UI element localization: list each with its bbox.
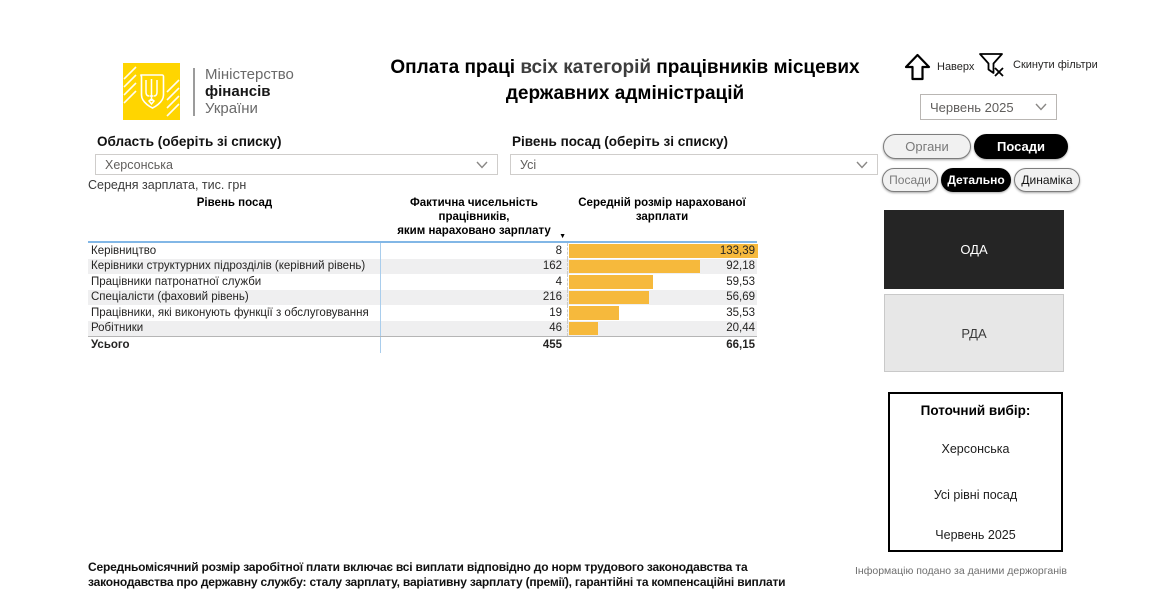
table-total-row: Усього 455 66,15 [88, 336, 757, 353]
row-salary: 92,18 [726, 260, 755, 273]
period-dropdown[interactable]: Червень 2025 [920, 94, 1057, 120]
row-count: 216 [542, 291, 562, 304]
row-salary-cell: 35,53 [567, 305, 757, 321]
region-dropdown[interactable]: Херсонська [95, 154, 498, 175]
table-row[interactable]: Працівники патронатної служби 4 59,53 [88, 274, 757, 290]
row-label: Робітники [88, 320, 381, 336]
row-salary-cell: 59,53 [567, 274, 757, 290]
row-salary-cell: 20,44 [567, 320, 757, 336]
total-label: Усього [88, 337, 381, 353]
page-title: Оплата праці всіх категорій працівників … [360, 55, 890, 107]
row-count: 8 [555, 244, 562, 257]
row-salary-cell: 133,39 [567, 243, 758, 259]
toggle-organy-button[interactable]: Органи [883, 134, 971, 159]
title-part2: всіх категорій [520, 57, 652, 78]
region-value: Херсонська [105, 157, 173, 172]
methodology-note: Середньомісячний розмір заробітної плати… [88, 560, 786, 589]
row-salary: 20,44 [726, 322, 755, 335]
view-toggle-row-2: Посади Детально Динаміка [882, 168, 1080, 192]
chevron-down-icon [476, 161, 488, 169]
brand-divider [193, 67, 195, 116]
row-label: Працівники, які виконують функції з обсл… [88, 305, 381, 321]
row-salary: 35,53 [726, 306, 755, 319]
salary-bar [569, 306, 620, 320]
total-count: 455 [542, 339, 562, 351]
sort-indicator-icon[interactable]: ▼ [559, 233, 566, 240]
view-toggle-row-1: Органи Посади [883, 134, 1068, 159]
toggle-posady-button[interactable]: Посади [974, 134, 1068, 159]
row-salary-cell: 56,69 [567, 289, 757, 305]
salary-bar [569, 275, 654, 289]
level-filter-label: Рівень посад (оберіть зі списку) [512, 134, 728, 149]
brand-line2: фінансів [205, 83, 271, 100]
salary-bar [569, 290, 650, 304]
row-salary: 133,39 [719, 244, 755, 257]
trident-logo-icon [123, 63, 180, 120]
salary-bar [569, 259, 700, 273]
row-salary: 59,53 [726, 275, 755, 288]
current-selection-region: Херсонська [941, 442, 1010, 456]
table-row[interactable]: Робітники 46 20,44 [88, 320, 757, 336]
table-caption: Середня зарплата, тис. грн [88, 178, 247, 192]
current-selection-period: Червень 2025 [935, 528, 1016, 542]
row-count: 19 [549, 306, 562, 319]
level-value: Усі [520, 157, 537, 172]
row-count: 162 [542, 260, 562, 273]
current-selection-title: Поточний вибір: [920, 403, 1031, 418]
brand-text: Міністерство фінансів України [205, 66, 294, 117]
data-source-note: Інформацію подано за даними держорганів [855, 565, 1067, 577]
nav-up-label: Наверх [937, 61, 975, 73]
clear-filter-icon [979, 53, 1004, 77]
column-header-count[interactable]: Фактична чисельність працівників, яким н… [397, 197, 551, 237]
table-row[interactable]: Керівники структурних підрозділів (керів… [88, 258, 757, 274]
total-salary: 66,15 [726, 339, 755, 351]
level-dropdown[interactable]: Усі [510, 154, 878, 175]
brand-line1: Міністерство [205, 66, 294, 83]
table-header: Рівень посад Фактична чисельність праців… [88, 196, 757, 243]
salary-bar [569, 321, 598, 335]
table-row[interactable]: Працівники, які виконують функції з обсл… [88, 305, 757, 321]
column-header-salary[interactable]: Середній розмір нарахованої зарплати [578, 197, 746, 223]
row-salary: 56,69 [726, 291, 755, 304]
chevron-down-icon [856, 161, 868, 169]
nav-up-button[interactable]: Наверх [903, 52, 974, 82]
row-label: Керівництво [88, 243, 381, 259]
rda-button[interactable]: РДА [884, 294, 1064, 372]
toggle-detalno-button[interactable]: Детально [941, 168, 1011, 192]
chevron-down-icon [1035, 103, 1047, 111]
table-row[interactable]: Керівництво 8 133,39 [88, 243, 758, 259]
title-part3: працівників місцевих державних адміністр… [505, 57, 860, 104]
column-header-level[interactable]: Рівень посад [196, 197, 273, 209]
arrow-up-icon [904, 53, 931, 81]
total-salary-cell: 66,15 [567, 337, 757, 353]
reset-filters-button[interactable]: Скинути фільтри [978, 50, 1098, 80]
row-label: Спеціалісти (фаховий рівень) [88, 289, 381, 305]
brand-line3: України [205, 100, 258, 117]
salary-bar [569, 244, 758, 258]
region-filter-label: Область (оберіть зі списку) [97, 134, 282, 149]
row-salary-cell: 92,18 [567, 258, 757, 274]
current-selection-level: Усі рівні посад [933, 488, 1018, 502]
toggle-posady2-button[interactable]: Посади [882, 168, 938, 192]
row-count: 4 [555, 275, 562, 288]
row-label: Працівники патронатної служби [88, 274, 381, 290]
row-count: 46 [549, 322, 562, 335]
current-selection-box: Поточний вибір: Херсонська Усі рівні пос… [888, 392, 1063, 552]
title-part1: Оплата праці [390, 57, 521, 78]
period-value: Червень 2025 [930, 99, 1014, 115]
table-row[interactable]: Спеціалісти (фаховий рівень) 216 56,69 [88, 289, 757, 305]
minfin-logo: Міністерство фінансів України [123, 63, 294, 120]
row-label: Керівники структурних підрозділів (керів… [88, 258, 381, 274]
oda-button[interactable]: ОДА [884, 210, 1064, 289]
reset-filters-label: Скинути фільтри [1013, 58, 1098, 71]
toggle-dynamika-button[interactable]: Динаміка [1014, 168, 1080, 192]
salary-table: Рівень посад Фактична чисельність праців… [88, 196, 758, 353]
